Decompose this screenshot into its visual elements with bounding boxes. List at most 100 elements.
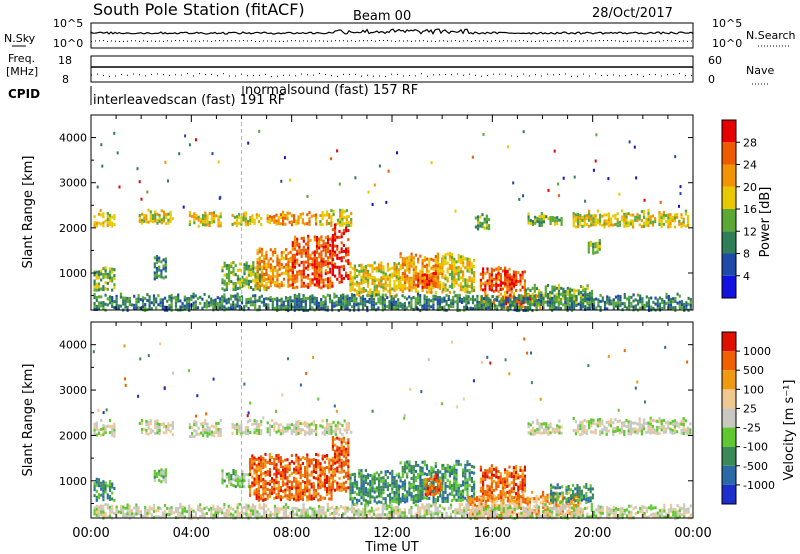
velocity-cell bbox=[345, 422, 348, 426]
power-cell bbox=[251, 303, 255, 307]
power-cell bbox=[460, 298, 464, 301]
power-cell bbox=[302, 248, 305, 252]
power-cell bbox=[453, 269, 456, 273]
power-cell bbox=[428, 287, 431, 291]
power-cell bbox=[147, 208, 150, 212]
velocity-cell bbox=[153, 475, 156, 479]
power-cell bbox=[280, 297, 283, 301]
velocity-cell bbox=[108, 419, 112, 423]
power-cell bbox=[395, 278, 398, 282]
power-cell bbox=[373, 267, 376, 271]
power-cell bbox=[256, 276, 259, 280]
velocity-cell bbox=[111, 482, 114, 486]
power-cell bbox=[459, 285, 462, 289]
power-cell bbox=[568, 296, 572, 300]
velocity-cell bbox=[401, 481, 404, 484]
power-cell bbox=[137, 300, 140, 304]
power-cell bbox=[289, 265, 292, 269]
power-cell bbox=[309, 253, 312, 257]
power-cell bbox=[529, 306, 532, 310]
power-cell bbox=[470, 262, 473, 266]
velocity-cell bbox=[290, 432, 293, 436]
power-cell bbox=[166, 299, 169, 303]
velocity-cell bbox=[667, 426, 670, 430]
velocity-cell bbox=[299, 428, 302, 432]
velocity-cell bbox=[373, 487, 376, 491]
power-cell bbox=[267, 280, 270, 284]
power-cell bbox=[432, 294, 435, 298]
nave-dot bbox=[217, 75, 218, 77]
power-cell bbox=[161, 298, 164, 302]
power-cell bbox=[203, 304, 206, 308]
power-cell bbox=[192, 307, 195, 311]
velocity-cell bbox=[603, 428, 606, 432]
velocity-cell bbox=[323, 487, 326, 491]
power-cell bbox=[520, 294, 523, 298]
power-cell bbox=[341, 217, 344, 221]
velocity-cell bbox=[193, 423, 196, 427]
velocity-cell bbox=[299, 476, 302, 480]
power-cell bbox=[584, 287, 587, 291]
velocity-cell bbox=[282, 471, 285, 475]
power-cell bbox=[584, 299, 587, 302]
velocity-cell bbox=[113, 425, 116, 429]
power-cell bbox=[448, 284, 451, 288]
power-cell bbox=[414, 300, 417, 304]
velocity-cell bbox=[338, 482, 341, 486]
power-cell bbox=[336, 218, 340, 222]
power-speck bbox=[96, 185, 99, 189]
nsearch-dot bbox=[323, 40, 324, 42]
velocity-cell bbox=[340, 488, 343, 492]
nsearch-dot bbox=[555, 40, 556, 42]
velocity-cell bbox=[671, 419, 674, 423]
power-cell bbox=[97, 295, 101, 299]
power-cell bbox=[342, 231, 345, 235]
power-cell bbox=[423, 273, 426, 277]
power-cell bbox=[355, 303, 358, 307]
nsearch-dot bbox=[255, 40, 256, 42]
power-cell bbox=[448, 251, 451, 255]
velocity-cell bbox=[251, 460, 254, 464]
power-cell bbox=[183, 295, 186, 299]
power-cell bbox=[599, 213, 602, 217]
velocity-cell bbox=[393, 491, 396, 494]
power-cell bbox=[324, 245, 327, 249]
power-cell bbox=[403, 260, 407, 264]
power-cell bbox=[466, 278, 469, 282]
velocity-cell bbox=[353, 496, 356, 500]
power-cell bbox=[490, 270, 493, 274]
velocity-cell bbox=[95, 433, 98, 437]
power-cell bbox=[408, 264, 411, 268]
power-cell bbox=[459, 270, 462, 274]
power-cell bbox=[339, 208, 342, 212]
power-cell bbox=[320, 274, 323, 278]
power-cell bbox=[434, 267, 437, 270]
power-cell bbox=[597, 304, 600, 308]
power-cell bbox=[311, 294, 314, 298]
velocity-cell bbox=[581, 420, 584, 424]
power-cell bbox=[601, 214, 604, 218]
power-cell bbox=[645, 301, 648, 305]
velocity-cell bbox=[249, 431, 252, 434]
velocity-cell bbox=[255, 476, 258, 479]
power-cell bbox=[108, 279, 112, 283]
velocity-cell bbox=[362, 486, 365, 490]
power-cell bbox=[587, 247, 590, 251]
power-cell bbox=[276, 302, 279, 306]
velocity-cell bbox=[288, 474, 291, 478]
power-cell bbox=[527, 287, 530, 291]
power-cell bbox=[164, 263, 167, 267]
power-cell bbox=[524, 300, 528, 304]
power-cell bbox=[493, 283, 496, 287]
power-cell bbox=[467, 295, 470, 299]
power-cell bbox=[102, 276, 105, 280]
velocity-cell bbox=[277, 489, 280, 493]
power-cell bbox=[293, 235, 297, 239]
power-cell bbox=[515, 274, 518, 277]
velocity-cell bbox=[282, 483, 285, 487]
power-cell bbox=[417, 272, 420, 276]
power-cell bbox=[162, 267, 165, 271]
power-speck bbox=[367, 190, 370, 194]
power-cell bbox=[434, 285, 437, 288]
nsearch-dot bbox=[207, 40, 208, 42]
